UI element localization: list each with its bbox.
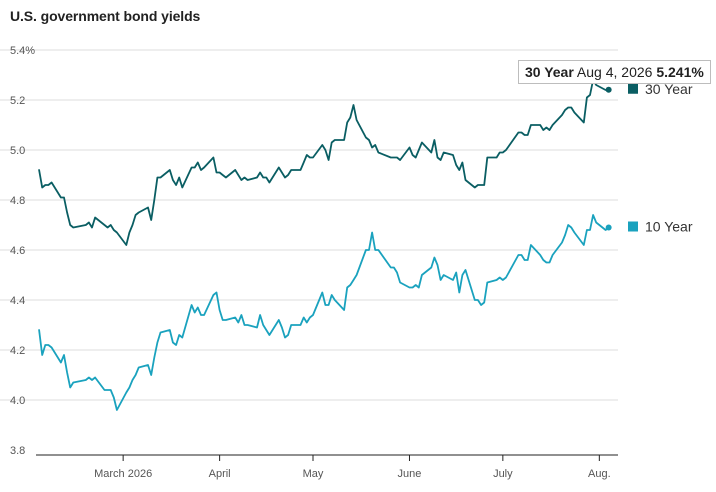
y-tick-label: 5.2 [10,95,25,107]
hover-tooltip: 30 Year Aug 4, 2026 5.241% [518,60,711,84]
chart-title: U.S. government bond yields [10,8,201,24]
series-line-10-year [38,214,610,411]
y-tick-label: 4.8 [10,195,25,207]
x-tick-label: March 2026 [94,468,152,480]
series-lines [38,79,612,411]
x-tick-label: April [209,468,231,480]
x-tick-label: May [303,468,324,480]
legend-swatch-10-year [628,221,638,232]
series-end-point-10-year [605,224,612,231]
legend-label-10-year: 10 Year [645,219,693,235]
x-tick-label: July [493,468,513,480]
y-tick-label: 3.8 [10,445,25,457]
tooltip-date: Aug 4, 2026 [576,64,653,80]
series-end-point-30-year [605,86,612,93]
y-tick-label: 4.4 [10,295,25,307]
x-tick-label: June [398,468,422,480]
legend: 30 Year 10 Year [628,81,693,235]
y-tick-label: 5.0 [10,145,25,157]
legend-label-30-year: 30 Year [645,81,693,97]
x-axis-ticks: March 2026 April May June July Aug. [94,455,611,480]
tooltip-series: 30 Year [525,64,574,80]
x-tick-label: Aug. [588,468,611,480]
y-tick-label: 4.0 [10,395,25,407]
series-line-30-year [38,79,610,246]
y-tick-label: 4.2 [10,345,25,357]
gridlines [0,49,618,401]
legend-swatch-30-year [628,83,638,94]
tooltip-value: 5.241% [656,64,704,80]
y-axis-ticks: 5.4% 5.2 5.0 4.8 4.6 4.4 4.2 4.0 3.8 [10,45,35,457]
y-tick-label: 5.4% [10,45,35,57]
y-tick-label: 4.6 [10,245,25,257]
